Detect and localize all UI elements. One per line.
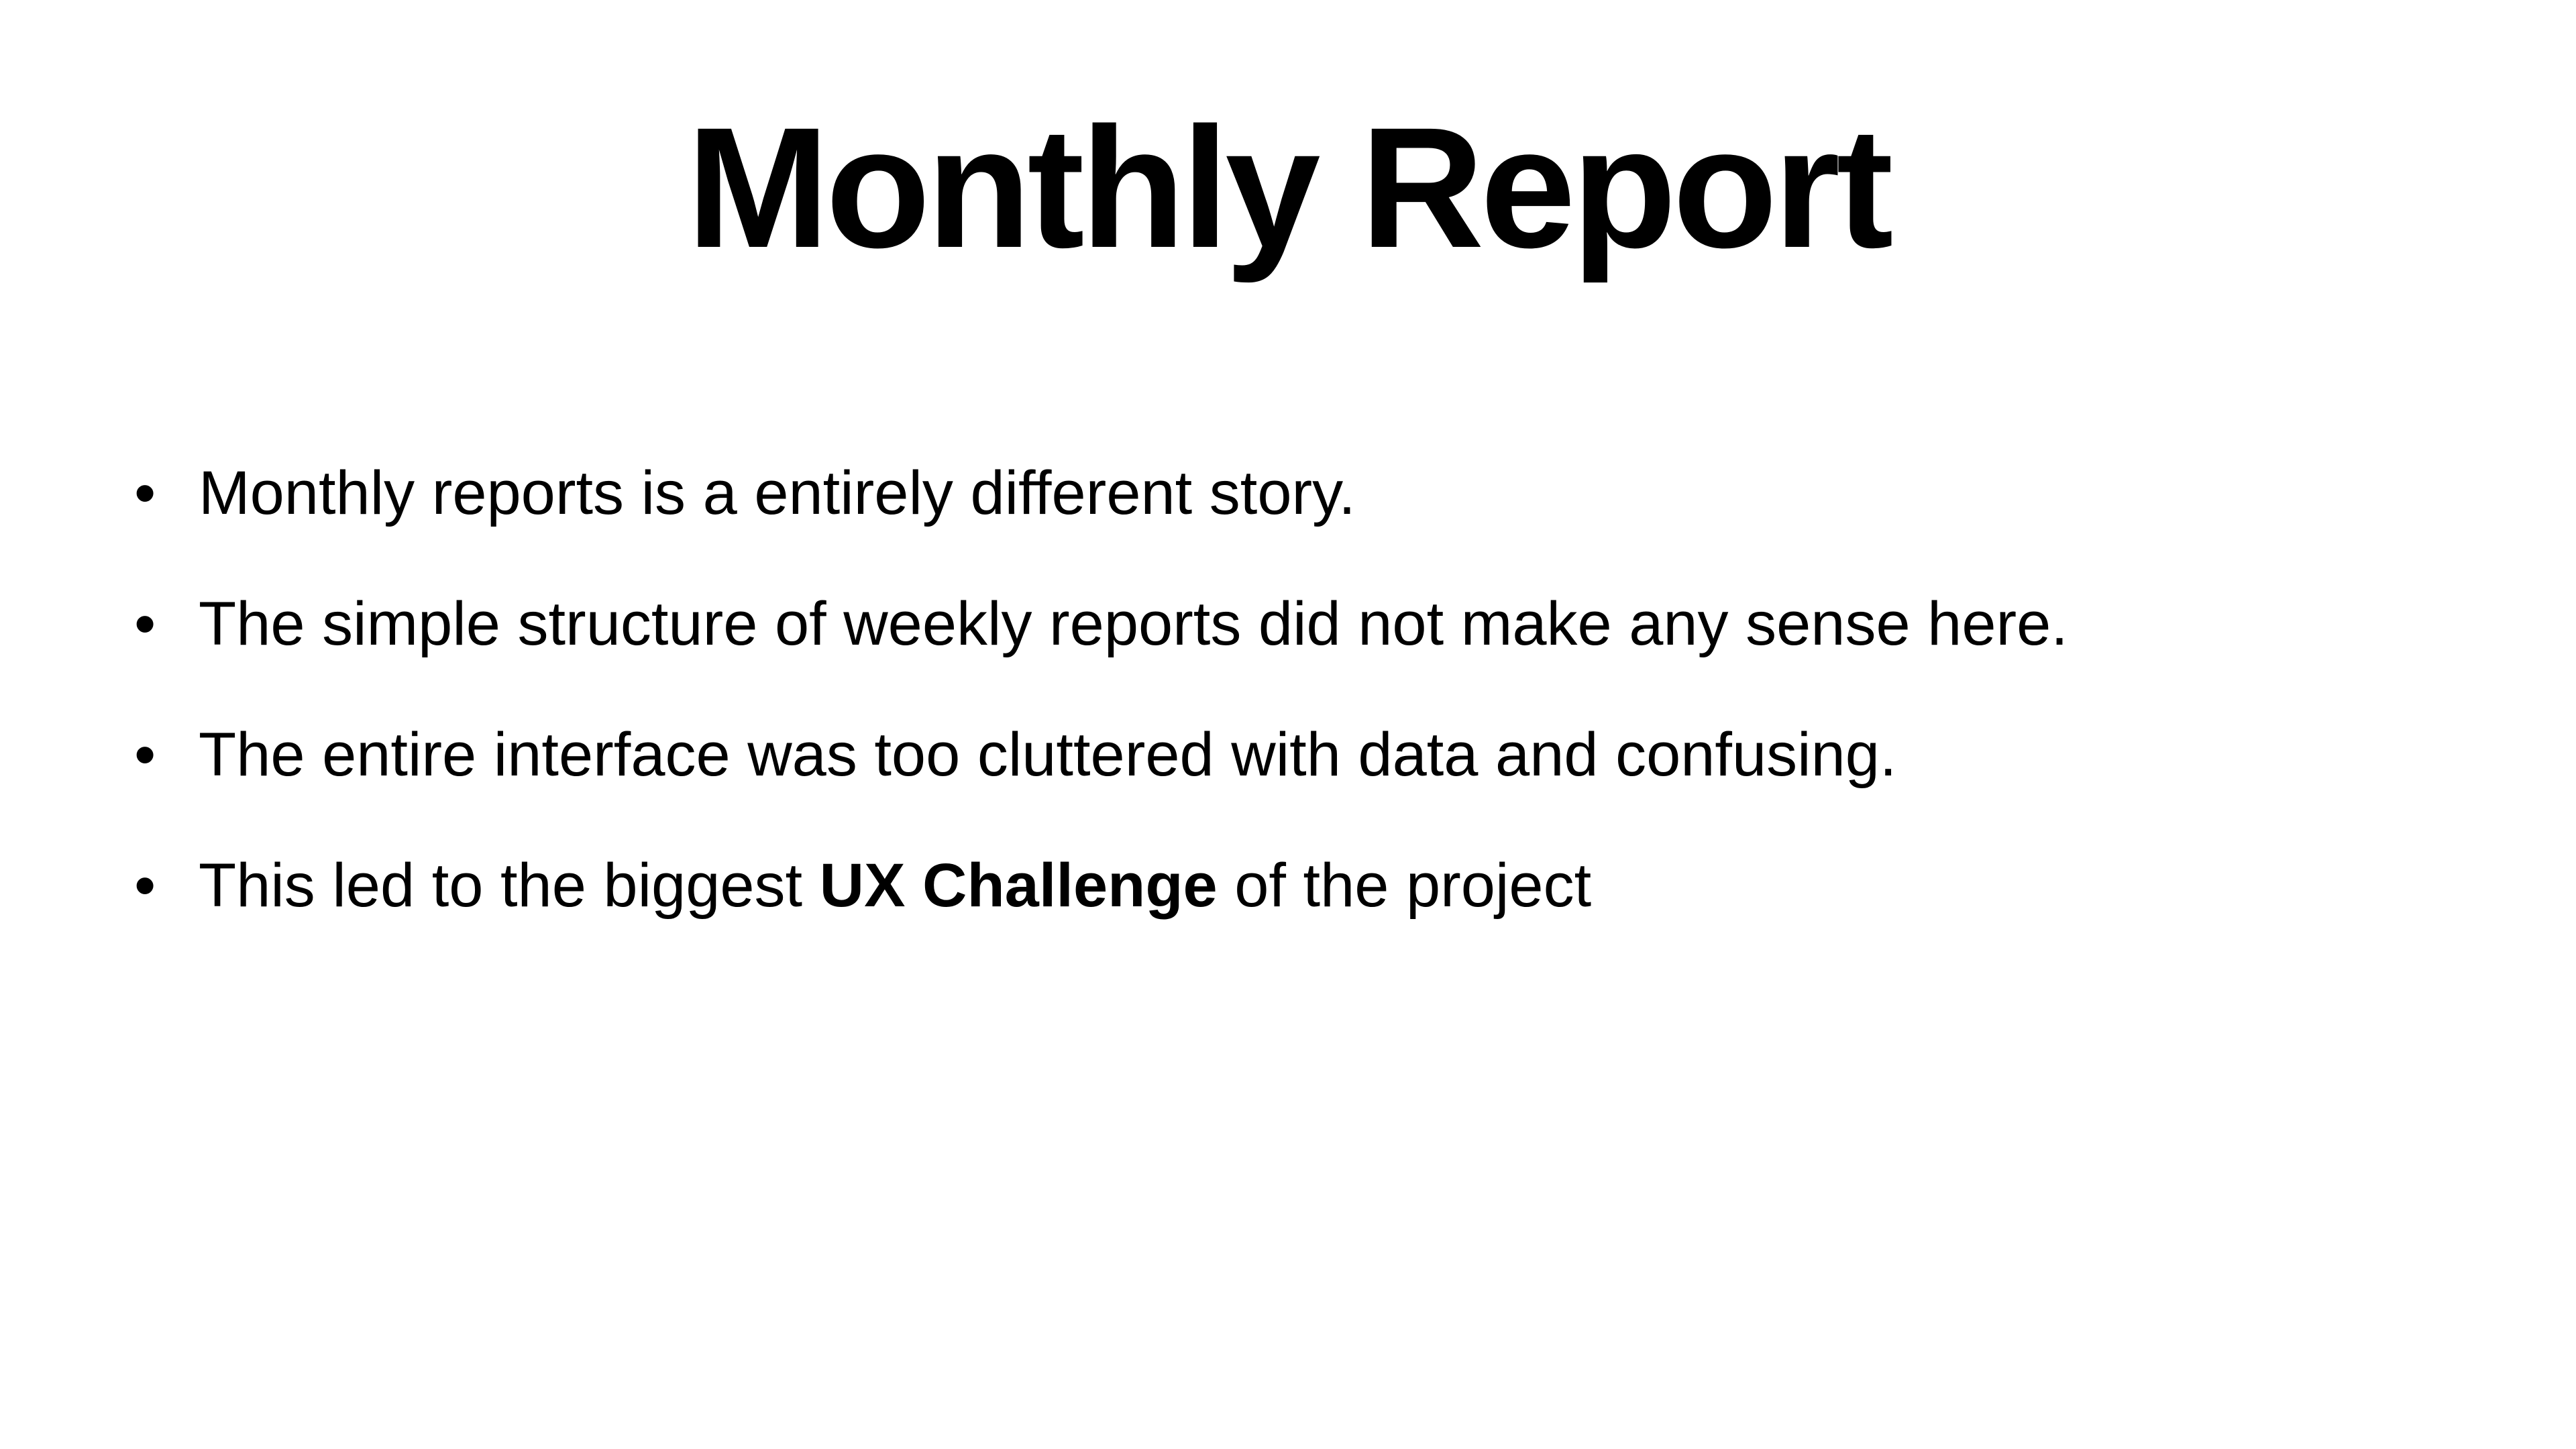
bullet-dot-icon: •	[134, 459, 156, 527]
bullet-dot-icon: •	[134, 851, 156, 920]
bullet-text: The entire interface was too cluttered w…	[199, 720, 1897, 789]
bullet-text: The simple structure of weekly reports d…	[199, 590, 2068, 658]
bullet-item-1: • Monthly reports is a entirely differen…	[134, 456, 2415, 530]
bullet-item-4: • This led to the biggest UX Challenge o…	[134, 849, 2415, 922]
bullet-text: Monthly reports is a entirely different …	[199, 459, 1356, 527]
bullet-dot-icon: •	[134, 590, 156, 658]
bullet-list: • Monthly reports is a entirely differen…	[134, 456, 2415, 979]
bullet-text-before: This led to the biggest	[199, 851, 820, 920]
bullet-item-2: • The simple structure of weekly reports…	[134, 587, 2415, 661]
slide-title: Monthly Report	[686, 92, 1893, 284]
bullet-item-3: • The entire interface was too cluttered…	[134, 718, 2415, 792]
bullet-text-after: of the project	[1217, 851, 1592, 920]
bullet-dot-icon: •	[134, 720, 156, 789]
bullet-text-emphasis: UX Challenge	[819, 851, 1218, 920]
